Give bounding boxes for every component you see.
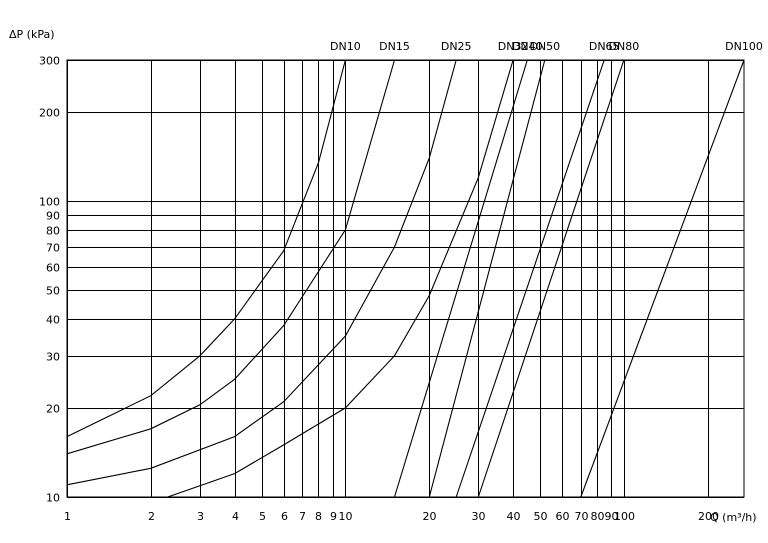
y-tick-label-10: 10	[46, 492, 60, 505]
x-tick-label-80: 80	[591, 510, 605, 523]
x-tick-label-1: 1	[64, 510, 71, 523]
series-line-dn100	[580, 59, 745, 498]
y-tick-label-80: 80	[46, 225, 60, 238]
series-label-dn100: DN100	[725, 40, 763, 53]
x-tick-label-60: 60	[556, 510, 570, 523]
x-tick-label-50: 50	[534, 510, 548, 523]
x-tick-label-40: 40	[507, 510, 521, 523]
x-tick-label-6: 6	[281, 510, 288, 523]
y-tick-label-300: 300	[39, 55, 60, 68]
plot-frame	[66, 59, 745, 498]
y-tick-label-100: 100	[39, 196, 60, 209]
series-label-dn25: DN25	[441, 40, 472, 53]
y-tick-label-20: 20	[46, 403, 60, 416]
x-tick-label-70: 70	[575, 510, 589, 523]
x-tick-label-4: 4	[232, 510, 239, 523]
series-label-dn10: DN10	[330, 40, 361, 53]
series-line-dn50	[428, 59, 546, 498]
x-tick-label-30: 30	[472, 510, 486, 523]
x-tick-label-5: 5	[259, 510, 266, 523]
series-label-dn65: DN65	[589, 40, 620, 53]
x-axis-label: Q (m³/h)	[710, 511, 757, 524]
x-tick-label-200: 200	[698, 510, 719, 523]
series-line-dn80	[477, 59, 625, 498]
x-tick-label-10: 10	[339, 510, 353, 523]
y-tick-label-60: 60	[46, 262, 60, 275]
x-tick-label-9: 9	[330, 510, 337, 523]
series-curves	[66, 59, 745, 498]
x-tick-label-2: 2	[148, 510, 155, 523]
y-axis-label: ΔP (kPa)	[9, 28, 55, 41]
series-label-dn80: DN80	[609, 40, 640, 53]
series-line-dn65	[455, 59, 605, 498]
series-line-dn15	[66, 59, 396, 455]
series-label-dn40: DN40	[512, 40, 543, 53]
series-line-dn25	[66, 59, 457, 486]
series-label-dn32: DN32	[498, 40, 529, 53]
x-tick-label-20: 20	[423, 510, 437, 523]
series-line-dn32	[167, 59, 514, 498]
x-gridlines	[67, 60, 709, 497]
y-tick-label-70: 70	[46, 242, 60, 255]
y-tick-label-50: 50	[46, 285, 60, 298]
y-tick-label-200: 200	[39, 107, 60, 120]
series-line-dn10	[66, 59, 346, 438]
y-tick-label-40: 40	[46, 314, 60, 327]
x-tick-label-3: 3	[197, 510, 204, 523]
x-tick-label-8: 8	[315, 510, 322, 523]
y-gridlines	[67, 60, 744, 498]
series-label-dn50: DN50	[529, 40, 560, 53]
x-tick-label-90: 90	[605, 510, 619, 523]
series-line-dn40	[393, 59, 528, 498]
y-tick-label-90: 90	[46, 210, 60, 223]
series-label-dn15: DN15	[379, 40, 410, 53]
x-tick-label-100: 100	[614, 510, 635, 523]
x-tick-label-7: 7	[299, 510, 306, 523]
y-tick-label-30: 30	[46, 351, 60, 364]
